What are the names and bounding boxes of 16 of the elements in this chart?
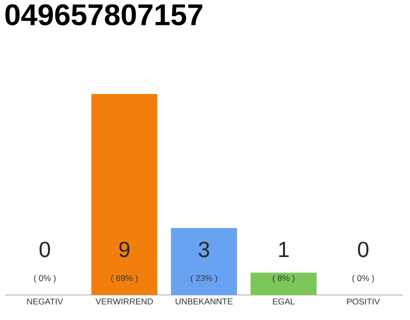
x-tick-label: POSITIV <box>347 298 380 305</box>
x-tick-label: EGAL <box>272 298 295 305</box>
x-tick-label: VERWIRREND <box>96 298 153 304</box>
x-tick-label: UNBEKANNTE <box>176 298 233 304</box>
annotation: ( 8% ) <box>272 274 294 283</box>
annotation: ( 0% ) <box>34 274 56 283</box>
annotation: ( 69% ) <box>111 274 138 283</box>
data-label: 0 <box>358 242 368 258</box>
chart-title: 049657807157 <box>5 4 202 26</box>
data-label: 1 <box>279 242 289 257</box>
data-label: 0 <box>40 242 50 258</box>
x-tick-label: NEGATIV <box>27 298 64 305</box>
annotation: ( 23% ) <box>190 274 218 283</box>
data-label: 9 <box>119 242 130 258</box>
annotation: ( 0% ) <box>352 274 374 283</box>
data-label: 3 <box>198 242 210 258</box>
